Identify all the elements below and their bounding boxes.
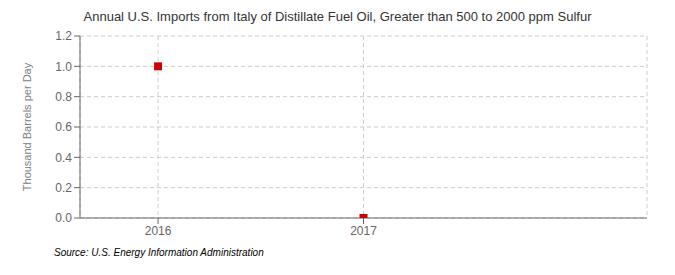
svg-text:2017: 2017: [350, 224, 377, 238]
svg-text:0.6: 0.6: [55, 120, 72, 134]
svg-text:1.0: 1.0: [55, 60, 72, 74]
svg-text:0.8: 0.8: [55, 90, 72, 104]
html-text:Source: U.S. Energy Informatio: Source: U.S. Energy Information Administ…: [54, 247, 264, 258]
svg-text:2016: 2016: [145, 224, 172, 238]
svg-text:0.4: 0.4: [55, 151, 72, 165]
svg-text:0.0: 0.0: [55, 211, 72, 225]
svg-text:0.2: 0.2: [55, 181, 72, 195]
svg-text:1.2: 1.2: [55, 29, 72, 43]
svg-text:Thousand Barrels per Day: Thousand Barrels per Day: [21, 62, 33, 191]
html-text:Annual U.S. Imports from Italy: Annual U.S. Imports from Italy of Distil…: [83, 9, 592, 24]
